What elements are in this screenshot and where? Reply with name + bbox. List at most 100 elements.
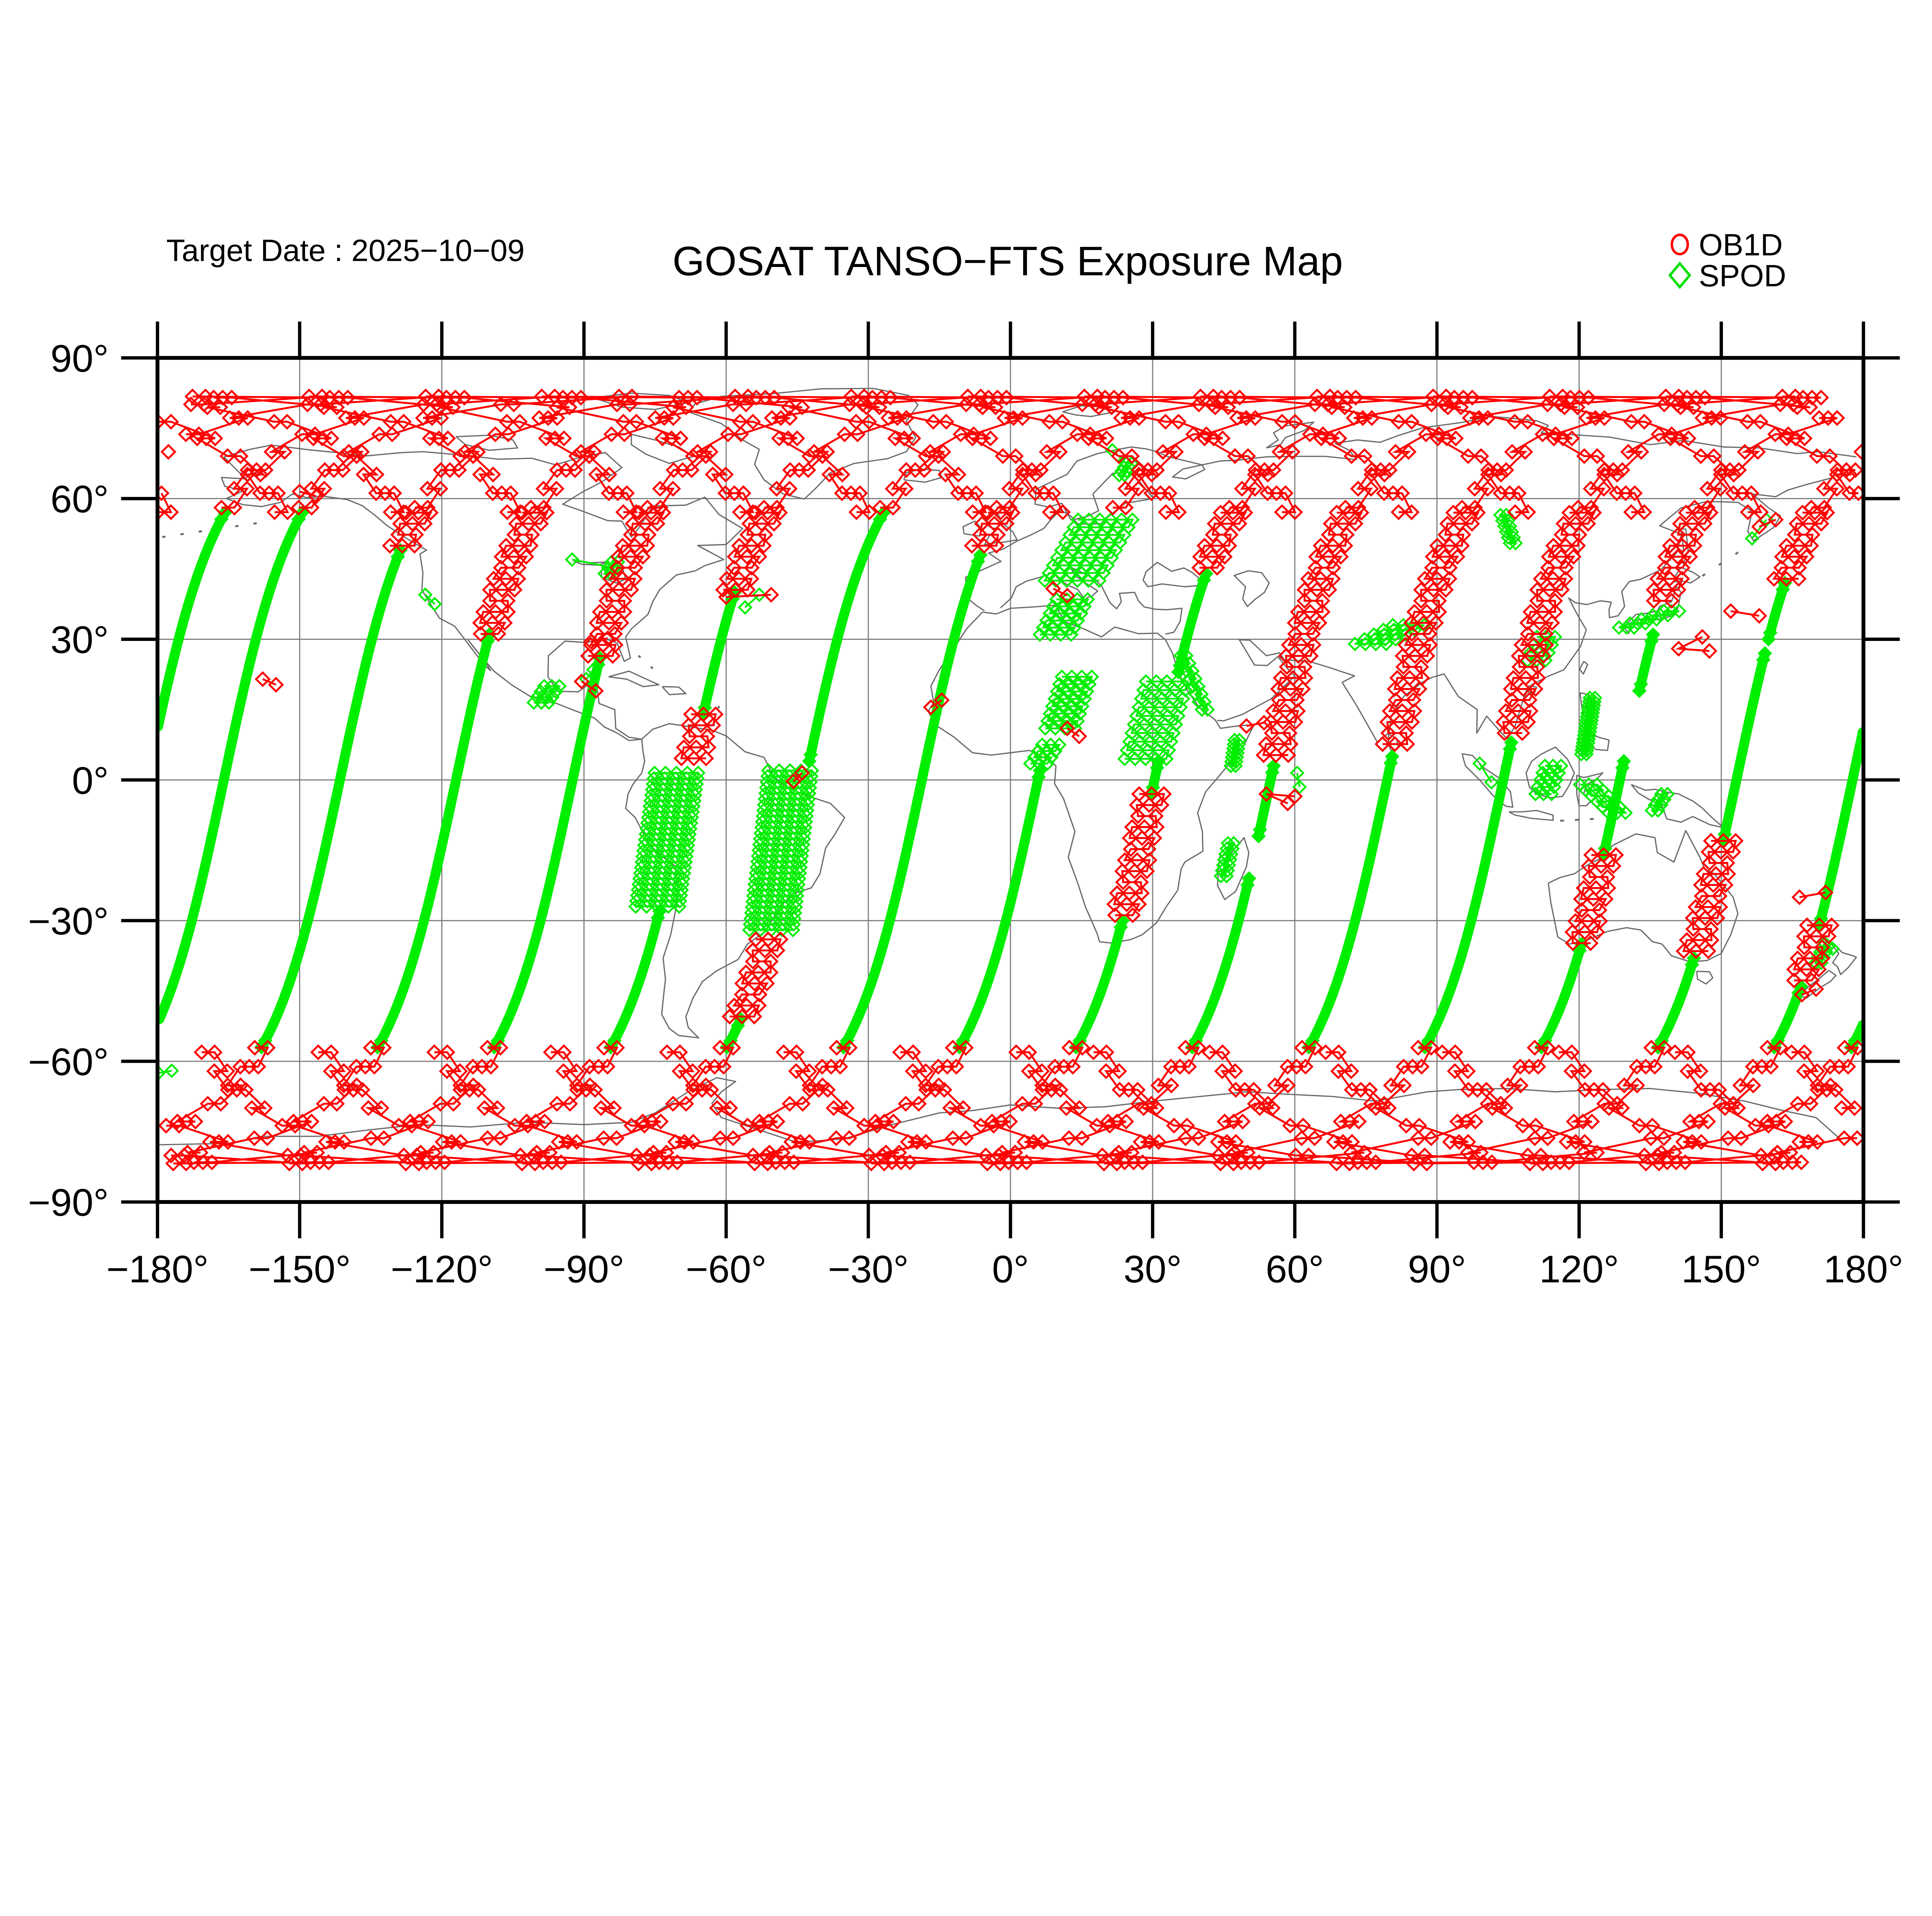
spod-track: [1763, 578, 1790, 644]
spod-track-end-markers: [1251, 758, 1281, 844]
ob1d-ladder-markers: [1106, 786, 1172, 923]
spod-track: [157, 508, 1864, 930]
ob1d-polar-chain-markers: [199, 388, 1829, 520]
x-tick-label: −180°: [106, 1248, 209, 1291]
spod-lattice-markers: [742, 763, 820, 938]
ob1d-ladder-markers: [580, 505, 672, 664]
spod-track-end-markers: [1632, 627, 1660, 698]
spod-track-end-markers: [254, 543, 408, 1055]
ob1d-chain-markers: [1670, 629, 1718, 659]
ob1d-ladder-markers: [1255, 505, 1369, 763]
ob1d-chain-line: [1066, 728, 1080, 737]
ob1d-polar-chain-markers: [165, 1040, 1782, 1171]
ob1d-polar-chain-markers: [776, 1040, 1556, 1171]
y-tick-label: 0°: [72, 759, 109, 802]
coastline-path: [608, 670, 660, 687]
spod-lattice-markers: [1347, 618, 1432, 651]
spod-lattice-markers: [1117, 674, 1195, 767]
y-tick-label: −90°: [28, 1182, 109, 1224]
spod-track-end-markers: [696, 585, 742, 722]
ob1d-polar-chain-markers: [310, 1040, 1090, 1171]
ob1d-ladder-markers: [1675, 833, 1744, 959]
coastline-path: [1217, 476, 1835, 743]
ob1d-chain-markers: [923, 692, 950, 716]
ob1d-polar-chain-lines: [783, 1047, 1549, 1165]
ob1d-polar-chain-markers: [169, 1040, 1864, 1171]
ob1d-ladder-markers: [1495, 505, 1602, 741]
spod-track-end-markers: [1069, 913, 1130, 1055]
y-tick-label: 60°: [51, 478, 109, 521]
ob1d-chain-markers: [583, 630, 616, 650]
ob1d-chain-line: [1246, 722, 1264, 727]
spod-lattice-markers: [1574, 690, 1602, 762]
map-layers: −180° −150° −120° −90° −60° −30° 0° 30° 60° 90° 12…: [28, 321, 1903, 1291]
y-tick-label: 30°: [51, 619, 109, 661]
ob1d-chain-markers: [1791, 884, 1834, 905]
ob1d-polar-chain-lines: [764, 395, 1530, 513]
spod-track: [804, 508, 889, 766]
coastline-path: [903, 468, 942, 483]
ob1d-chain-markers: [1238, 714, 1272, 734]
x-tick-label: 150°: [1681, 1248, 1761, 1291]
coastline-path: [157, 1077, 1840, 1146]
ob1d-polar-chain-markers: [158, 1040, 1863, 1171]
spod-track: [372, 629, 495, 1052]
ob1d-chain-markers: [255, 671, 284, 693]
ob1d-polar-chain-lines: [647, 395, 1413, 513]
spod-lattice-markers: [1611, 604, 1687, 635]
ob1d-ladder-markers: [1646, 505, 1719, 609]
ob1d-chain-markers: [291, 483, 325, 505]
ob1d-polar-chain-markers: [160, 388, 1864, 520]
spod-track: [1304, 751, 1397, 1052]
coastline-path: [1576, 772, 1604, 807]
x-tick-label: −60°: [686, 1248, 767, 1291]
x-tick-label: 30°: [1124, 1248, 1182, 1291]
spod-chain-line: [1296, 773, 1301, 787]
ob1d-ladder-markers: [1374, 505, 1486, 752]
ob1d-chain-line: [262, 678, 277, 686]
spod-lattice-markers: [628, 765, 706, 914]
spod-track-end-markers: [214, 505, 1828, 933]
spod-track: [1718, 648, 1770, 846]
ob1d-chain-markers: [573, 673, 604, 699]
spod-track-end-markers: [1596, 754, 1631, 862]
ob1d-polar-chain-lines: [298, 395, 1065, 513]
coastline-path: [1579, 661, 1588, 675]
ob1d-polar-chain-markers: [892, 1040, 1672, 1171]
spod-track-end-markers: [952, 763, 1048, 1055]
coastline-path: [1266, 422, 1315, 449]
ob1d-polar-chain-lines: [158, 395, 1810, 513]
spod-chain-line: [744, 594, 760, 608]
legend-ob1d-label: OB1D: [1699, 228, 1782, 262]
spod-chain-line: [585, 669, 594, 680]
coastline-path: [1799, 970, 1837, 999]
coastline-path: [1829, 940, 1857, 975]
ob1d-polar-chain-markers: [206, 388, 1803, 520]
ob1d-ladder-lines: [680, 713, 717, 760]
spod-track: [1634, 629, 1658, 696]
ob1d-chain-line: [581, 680, 597, 692]
axis-ticks: [121, 321, 1900, 1239]
x-tick-label: 120°: [1539, 1248, 1619, 1291]
ob1d-chain-markers: [785, 765, 810, 789]
exposure-map-page: −180° −150° −120° −90° −60° −30° 0° 30° 60° 90° 12…: [28, 228, 1903, 1291]
spod-track: [1071, 915, 1128, 1052]
ob1d-ladder-markers: [1564, 847, 1624, 951]
spod-lattice-markers: [1573, 777, 1633, 820]
ob1d-chain-markers: [1794, 981, 1824, 1003]
ob1d-chain-line: [1759, 519, 1776, 528]
island-chain: [1560, 817, 1603, 822]
coastline-path: [962, 520, 983, 537]
ob1d-polar-chain-lines: [880, 395, 1646, 513]
legend-spod-diamond-icon: [1668, 261, 1692, 289]
ob1d-ladder-markers: [472, 505, 555, 642]
ob1d-polar-chain-lines: [551, 1047, 1317, 1165]
legend: OB1D SPOD: [1668, 228, 1786, 293]
spod-track-end-markers: [1417, 735, 1519, 1055]
spod-chain-line: [572, 558, 615, 569]
spod-track-end-markers: [1144, 754, 1166, 801]
spod-chain-markers: [1472, 756, 1499, 790]
ob1d-chain-markers: [1723, 603, 1767, 624]
spod-track-end-markers: [719, 1012, 748, 1055]
x-tick-label: −30°: [828, 1248, 909, 1291]
